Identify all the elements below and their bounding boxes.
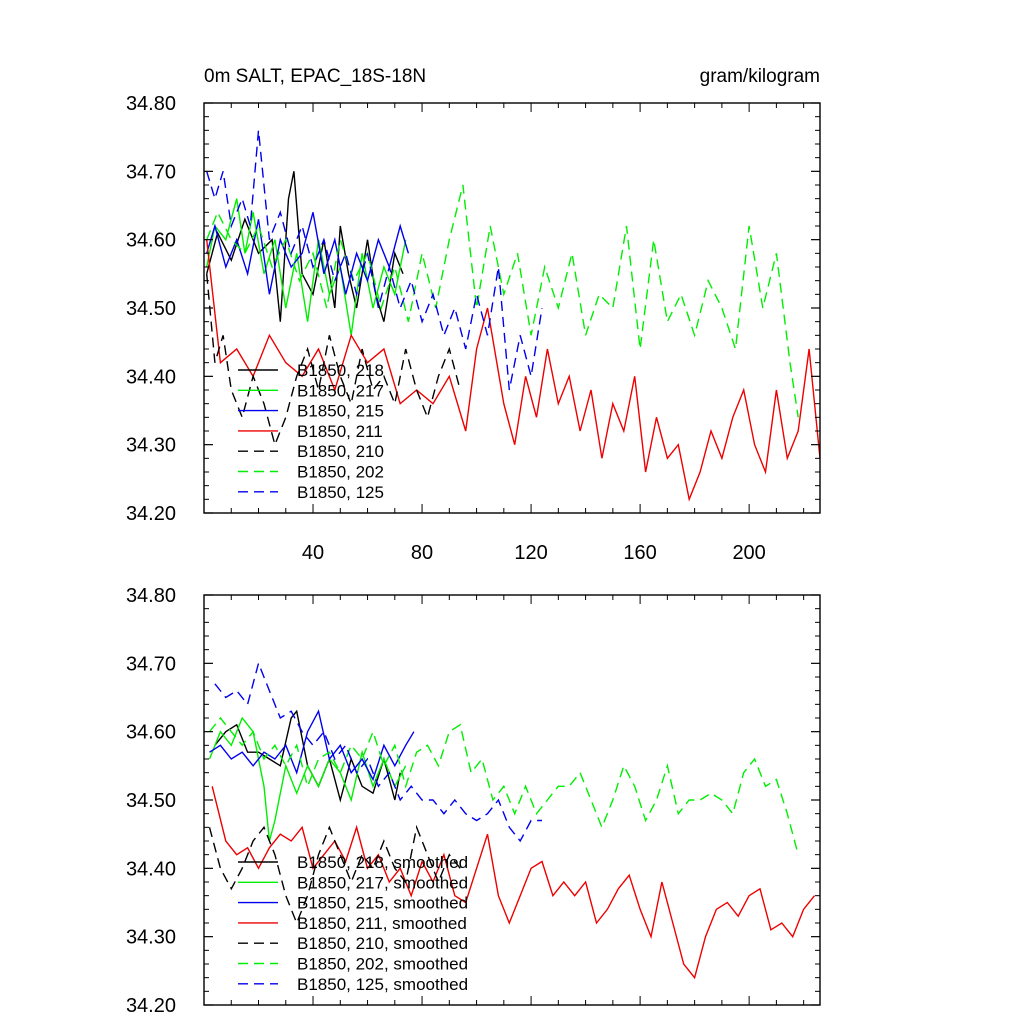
legend-label: B1850, 125: [297, 483, 384, 502]
bottom-y-axis: 34.20 34.30 34.40 34.50 34.60 34.70 34.80: [126, 585, 820, 1017]
legend-label: B1850, 202: [297, 463, 384, 482]
top-y-axis: 34.20 34.30 34.40 34.50 34.60 34.70 34.80: [126, 93, 820, 525]
x-tick-label: 120: [514, 542, 547, 564]
legend-label: B1850, 218: [297, 361, 384, 380]
legend-label: B1850, 215: [297, 402, 384, 421]
y-tick-label: 34.40: [126, 858, 176, 880]
top-series-group: [206, 130, 821, 502]
y-tick-label: 34.60: [126, 230, 176, 252]
series-line-5: [208, 824, 461, 925]
y-tick-label: 34.40: [126, 366, 176, 388]
y-tick-label: 34.60: [126, 722, 176, 744]
top-plot: 0m SALT, EPAC_18S-18N gram/kilogram 34.2…: [126, 66, 821, 564]
series-line-4: [206, 239, 821, 502]
y-tick-label: 34.80: [126, 585, 176, 607]
series-line-3: [209, 709, 415, 782]
x-tick-label: 80: [411, 542, 433, 564]
bottom-series-group: [208, 661, 816, 980]
legend-label: B1850, 210: [297, 442, 384, 461]
series-line-2: [208, 716, 407, 842]
series-line-7: [214, 661, 542, 843]
y-tick-label: 34.30: [126, 435, 176, 457]
legend-label: B1850, 211: [297, 422, 383, 441]
x-tick-label: 40: [302, 542, 324, 564]
series-line-6: [208, 716, 799, 855]
x-tick-label: 200: [732, 542, 765, 564]
legend-label: B1850, 210, smoothed: [297, 934, 468, 953]
y-tick-label: 34.70: [126, 161, 176, 183]
series-line-1: [206, 171, 404, 322]
legend-label: B1850, 125, smoothed: [297, 975, 468, 994]
top-x-axis: 40 80 120 160 200: [230, 103, 805, 564]
legend-label: B1850, 218, smoothed: [297, 853, 468, 872]
series-line-6: [206, 184, 799, 418]
legend-label: B1850, 217: [297, 381, 384, 400]
y-tick-label: 34.20: [126, 995, 176, 1017]
legend-label: B1850, 215, smoothed: [297, 894, 468, 913]
top-title: 0m SALT, EPAC_18S-18N: [204, 66, 426, 87]
y-tick-label: 34.30: [126, 927, 176, 949]
legend-label: B1850, 217, smoothed: [297, 873, 468, 892]
top-units: gram/kilogram: [700, 66, 820, 87]
series-line-5: [206, 273, 461, 447]
legend-label: B1850, 211, smoothed: [297, 914, 467, 933]
y-tick-label: 34.20: [126, 503, 176, 525]
y-tick-label: 34.80: [126, 93, 176, 115]
bottom-plot: 34.20 34.30 34.40 34.50 34.60 34.70 34.80 B185…: [126, 585, 821, 1017]
y-tick-label: 34.50: [126, 298, 176, 320]
legend-label: B1850, 202, smoothed: [297, 955, 468, 974]
y-tick-label: 34.70: [126, 653, 176, 675]
series-line-7: [206, 130, 543, 391]
x-tick-label: 160: [623, 542, 656, 564]
y-tick-label: 34.50: [126, 790, 176, 812]
bottom-x-axis: [230, 595, 805, 1005]
series-line-3: [206, 212, 410, 295]
